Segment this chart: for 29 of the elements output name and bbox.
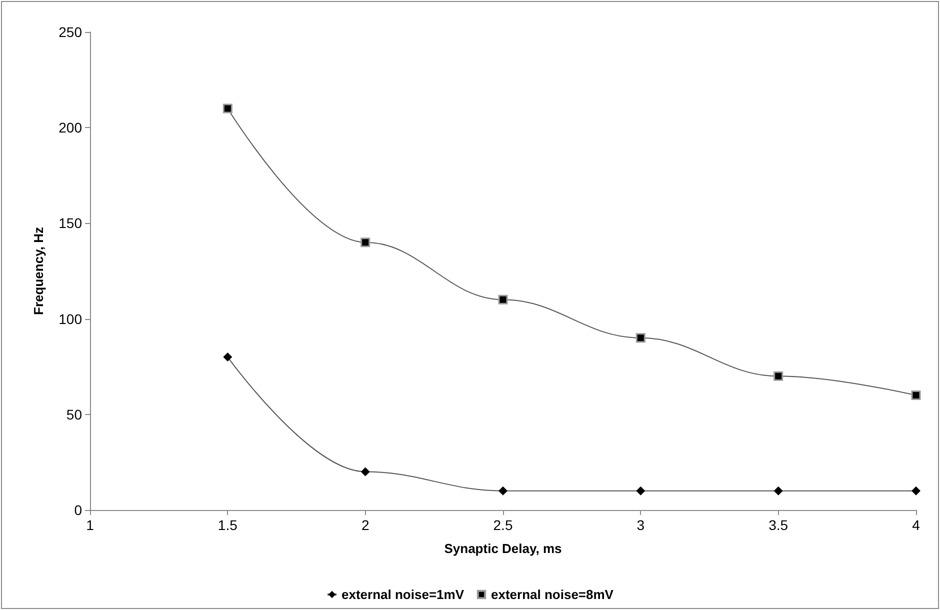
y-tick-label: 100	[58, 310, 82, 327]
x-tick-label: 3.5	[768, 517, 788, 533]
y-tick-label: 0	[74, 502, 82, 518]
x-tick-label: 1.5	[218, 517, 238, 533]
point	[774, 486, 783, 496]
legend-label: external noise=1mV	[342, 587, 464, 602]
y-tick-label: 150	[58, 215, 82, 232]
point	[360, 467, 370, 476]
point	[911, 390, 921, 400]
x-tick-label: 1	[86, 517, 94, 533]
point	[774, 371, 784, 381]
y-tick-label: 250	[58, 24, 82, 40]
point	[636, 486, 646, 496]
legend-label: external noise=8mV	[491, 587, 614, 602]
point	[912, 486, 920, 496]
x-axis-title: Synaptic Delay, ms	[444, 541, 562, 556]
x-tick-label: 4	[912, 517, 920, 533]
x-tick-label: 3	[636, 517, 645, 533]
point	[360, 238, 370, 248]
point	[498, 486, 508, 496]
point	[636, 333, 646, 343]
y-tick-label: 200	[58, 120, 82, 136]
point	[223, 352, 232, 362]
y-axis-title: Frequency, Hz	[31, 226, 46, 315]
x-tick-label: 2	[361, 517, 370, 533]
point	[222, 104, 232, 114]
point	[498, 294, 508, 304]
x-tick-label: 2.5	[493, 517, 513, 533]
y-tick-label: 50	[66, 406, 82, 422]
